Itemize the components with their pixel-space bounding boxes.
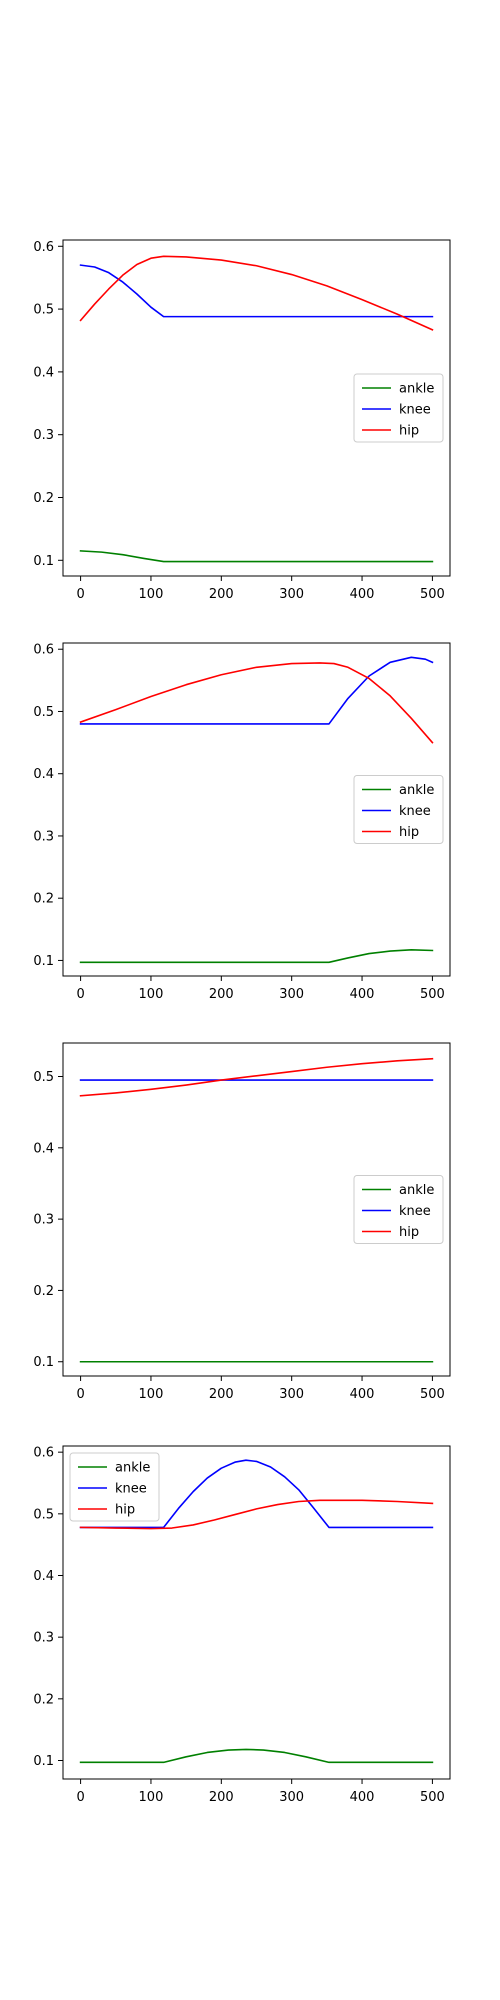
x-tick-label: 0 <box>76 1387 84 1402</box>
x-tick-label: 200 <box>209 1790 234 1805</box>
y-tick-label: 0.3 <box>33 1631 54 1646</box>
x-tick-label: 300 <box>279 587 304 602</box>
x-tick-label: 500 <box>420 987 445 1002</box>
x-tick-label: 300 <box>279 1387 304 1402</box>
y-tick-label: 0.5 <box>33 1507 54 1522</box>
legend-label-knee: knee <box>115 1482 147 1497</box>
y-tick-label: 0.4 <box>33 1141 54 1156</box>
x-tick-label: 100 <box>139 1387 164 1402</box>
series-line-ankle <box>79 550 434 563</box>
x-tick-label: 300 <box>279 1790 304 1805</box>
legend: ankle knee hip <box>353 1175 444 1244</box>
y-tick-label: 0.1 <box>33 554 54 569</box>
legend-label-hip: hip <box>399 825 419 840</box>
x-tick-label: 100 <box>139 587 164 602</box>
series-line-hip <box>79 255 434 331</box>
y-tick-label: 0.5 <box>33 705 54 720</box>
y-tick-label: 0.2 <box>33 892 54 907</box>
chart-panel-1: 0 100 200 300 400 500 0.1 0.2 0.3 0.4 0.5 0.6 ankle k… <box>33 239 451 602</box>
legend: ankle knee hip <box>353 775 444 844</box>
y-tick-label: 0.1 <box>33 1754 54 1769</box>
y-tick-label: 0.3 <box>33 1213 54 1228</box>
series-line-knee <box>79 1459 434 1529</box>
axes-frame <box>62 239 451 577</box>
y-tick-label: 0.5 <box>33 1070 54 1085</box>
y-tick-label: 0.3 <box>33 428 54 443</box>
legend-label-knee: knee <box>399 403 431 418</box>
x-tick-label: 500 <box>420 1790 445 1805</box>
legend-label-ankle: ankle <box>399 382 434 397</box>
x-tick-label: 300 <box>279 987 304 1002</box>
legend-label-hip: hip <box>399 424 419 439</box>
series-line-ankle <box>79 1748 434 1764</box>
x-tick-label: 400 <box>350 987 375 1002</box>
series-line-hip <box>79 1499 434 1530</box>
y-tick-label: 0.4 <box>33 1569 54 1584</box>
x-tick-label: 0 <box>76 1790 84 1805</box>
x-tick-label: 400 <box>350 1387 375 1402</box>
x-tick-label: 500 <box>420 1387 445 1402</box>
legend-box <box>353 373 444 443</box>
y-tick-label: 0.4 <box>33 767 54 782</box>
legend: ankle knee hip <box>353 373 444 443</box>
x-tick-label: 100 <box>139 1790 164 1805</box>
legend-label-hip: hip <box>115 1503 135 1518</box>
legend-label-knee: knee <box>399 804 431 819</box>
chart-panel-4: 0 100 200 300 400 500 0.1 0.2 0.3 0.4 0.5 0.6 ankle k… <box>33 1445 451 1805</box>
y-tick-label: 0.2 <box>33 1692 54 1707</box>
x-tick-label: 400 <box>350 587 375 602</box>
y-tick-label: 0.2 <box>33 1284 54 1299</box>
y-tick-label: 0.1 <box>33 1355 54 1370</box>
axes-frame <box>62 1042 451 1377</box>
legend-box <box>353 775 444 844</box>
legend-label-ankle: ankle <box>115 1461 150 1476</box>
x-tick-label: 200 <box>209 987 234 1002</box>
y-tick-label: 0.6 <box>33 240 54 255</box>
legend-label-hip: hip <box>399 1225 419 1240</box>
x-tick-label: 200 <box>209 1387 234 1402</box>
series-line-knee <box>79 264 434 318</box>
axes-frame <box>62 1445 451 1780</box>
x-tick-label: 0 <box>76 587 84 602</box>
x-tick-label: 400 <box>350 1790 375 1805</box>
axes-frame <box>62 642 451 977</box>
y-tick-label: 0.3 <box>33 829 54 844</box>
y-tick-label: 0.4 <box>33 365 54 380</box>
y-tick-label: 0.6 <box>33 1446 54 1461</box>
legend-label-ankle: ankle <box>399 783 434 798</box>
y-tick-label: 0.1 <box>33 954 54 969</box>
x-tick-label: 500 <box>420 587 445 602</box>
x-tick-label: 0 <box>76 987 84 1002</box>
legend-label-ankle: ankle <box>399 1183 434 1198</box>
legend-label-knee: knee <box>399 1204 431 1219</box>
chart-panel-3: 0 100 200 300 400 500 0.1 0.2 0.3 0.4 0.5 ankle knee… <box>33 1042 451 1402</box>
series-line-ankle <box>79 949 434 964</box>
y-tick-label: 0.5 <box>33 303 54 318</box>
x-tick-label: 100 <box>139 987 164 1002</box>
legend-box <box>353 1175 444 1244</box>
series-line-hip <box>79 662 434 744</box>
y-tick-label: 0.6 <box>33 643 54 658</box>
y-tick-label: 0.2 <box>33 491 54 506</box>
series-line-knee <box>79 656 434 725</box>
legend-box <box>69 1452 160 1522</box>
x-tick-label: 200 <box>209 587 234 602</box>
series-line-hip <box>79 1057 434 1097</box>
chart-panel-2: 0 100 200 300 400 500 0.1 0.2 0.3 0.4 0.5 0.6 ankle k… <box>33 642 451 1002</box>
legend: ankle knee hip <box>69 1452 160 1522</box>
